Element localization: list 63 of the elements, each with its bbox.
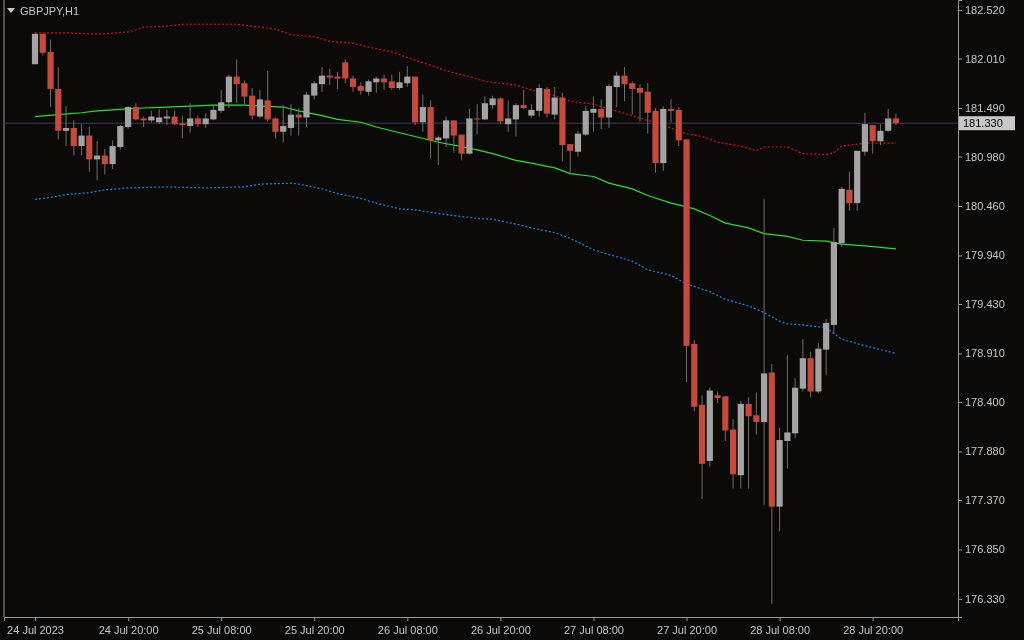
y-tick-label: 181.490 <box>965 102 1005 115</box>
candlestick <box>636 83 644 122</box>
candlestick <box>892 113 900 126</box>
candlestick <box>62 105 70 147</box>
x-tick-label: 28 Jul 08:00 <box>750 623 811 636</box>
candlestick <box>512 102 519 138</box>
y-tick-label: 179.940 <box>965 249 1005 262</box>
candlestick <box>520 89 527 110</box>
x-tick-label: 25 Jul 08:00 <box>191 623 252 636</box>
x-tick-label: 25 Jul 20:00 <box>284 623 345 636</box>
y-tick-label: 176.330 <box>965 592 1005 605</box>
y-tick-label: 182.010 <box>965 52 1005 65</box>
candlestick <box>551 86 558 120</box>
line-series <box>34 23 897 156</box>
candlestick <box>295 107 302 137</box>
y-tick-label: 177.880 <box>965 445 1005 458</box>
x-tick-label: 27 Jul 08:00 <box>563 623 624 636</box>
candlestick <box>101 148 108 176</box>
y-tick-label: 180.980 <box>965 150 1005 163</box>
candlestick <box>885 108 892 133</box>
candlestick <box>256 89 264 119</box>
chart-title: GBPJPY,H1 <box>20 4 80 17</box>
candlestick <box>474 103 481 136</box>
candlestick <box>869 124 876 155</box>
candlestick <box>481 96 488 121</box>
candlestick <box>613 71 620 108</box>
x-tick-label: 27 Jul 20:00 <box>657 623 718 636</box>
y-tick-label: 182.520 <box>965 4 1005 17</box>
candlestick <box>70 119 77 157</box>
line-series <box>34 182 897 355</box>
x-tick-label: 24 Jul 2023 <box>7 623 64 636</box>
y-tick-label: 180.460 <box>965 200 1005 212</box>
candlestick <box>287 103 295 137</box>
candlestick <box>380 74 388 91</box>
candlestick <box>318 66 326 93</box>
candlestick <box>458 134 465 161</box>
candlestick <box>846 171 853 212</box>
candlestick <box>78 123 85 157</box>
candlestick <box>86 126 93 173</box>
candlestick <box>194 115 201 128</box>
y-tick-label: 178.400 <box>965 396 1005 408</box>
candlestick <box>187 102 194 134</box>
y-tick-label: 177.370 <box>965 493 1005 506</box>
x-tick-label: 24 Jul 20:00 <box>98 623 159 636</box>
y-tick-label: 179.430 <box>965 298 1005 310</box>
candlestick <box>497 97 504 125</box>
candlestick <box>435 135 442 166</box>
candlestick <box>667 98 675 123</box>
candlestick <box>505 99 512 133</box>
candlestick <box>877 123 884 146</box>
candlestick <box>443 116 450 148</box>
candlestick <box>125 105 132 130</box>
x-tick-label: 26 Jul 08:00 <box>377 623 438 636</box>
x-tick-label: 28 Jul 20:00 <box>843 623 904 636</box>
ref-line-label: 181.330 <box>963 117 1003 130</box>
x-tick-label: 26 Jul 20:00 <box>470 623 531 636</box>
candlestick <box>280 104 287 143</box>
candlestick <box>574 130 582 158</box>
candlestick <box>450 119 457 154</box>
candlestick <box>598 98 605 130</box>
y-tick-label: 176.850 <box>965 543 1005 556</box>
candlestick <box>419 94 426 133</box>
y-tick-label: 178.910 <box>965 347 1005 360</box>
